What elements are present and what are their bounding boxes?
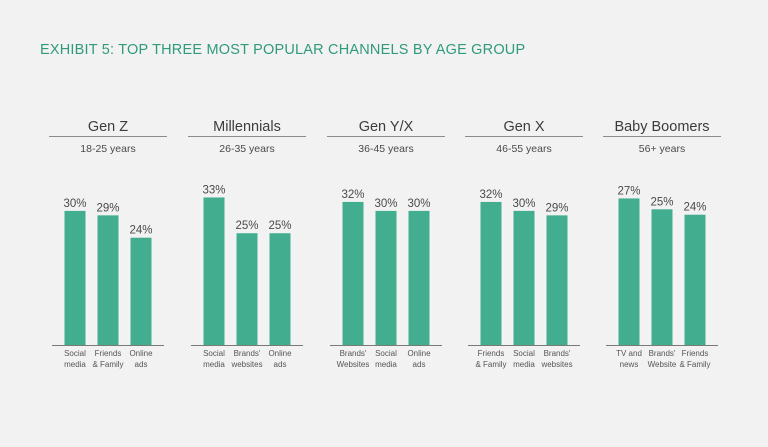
tick-label: Websites bbox=[337, 360, 370, 369]
panel-title: Baby Boomers bbox=[614, 119, 709, 135]
panel-title: Gen X bbox=[503, 119, 544, 135]
bar bbox=[64, 210, 86, 345]
data-label: 24% bbox=[129, 225, 152, 237]
bar bbox=[684, 214, 706, 345]
bar bbox=[546, 215, 568, 345]
tick-label: ads bbox=[135, 360, 148, 369]
tick-label: Online bbox=[407, 349, 431, 358]
data-label: 32% bbox=[479, 189, 502, 201]
panel-title: Gen Y/X bbox=[359, 119, 414, 135]
data-label: 24% bbox=[683, 202, 706, 214]
tick-label: Website bbox=[648, 360, 677, 369]
tick-label: ads bbox=[274, 360, 287, 369]
tick-label: ads bbox=[413, 360, 426, 369]
panel-subtitle: 26-35 years bbox=[219, 143, 274, 155]
tick-label: news bbox=[620, 360, 639, 369]
bar bbox=[480, 201, 502, 345]
tick-label: Friends bbox=[95, 349, 122, 358]
tick-label: media bbox=[375, 360, 397, 369]
data-label: 25% bbox=[268, 220, 291, 232]
tick-label: websites bbox=[540, 360, 572, 369]
tick-label: Brands' bbox=[234, 349, 261, 358]
tick-label: TV and bbox=[616, 349, 642, 358]
panel-subtitle: 18-25 years bbox=[80, 143, 135, 155]
tick-label: Brands' bbox=[340, 349, 367, 358]
tick-label: Brands' bbox=[649, 349, 676, 358]
bar bbox=[375, 210, 397, 345]
panel-subtitle: 36-45 years bbox=[358, 143, 413, 155]
data-label: 25% bbox=[650, 196, 673, 208]
tick-label: Online bbox=[268, 349, 292, 358]
tick-label: Social bbox=[513, 349, 535, 358]
tick-label: Social bbox=[203, 349, 225, 358]
chart-title: EXHIBIT 5: TOP THREE MOST POPULAR CHANNE… bbox=[40, 42, 526, 58]
tick-label: Social bbox=[64, 349, 86, 358]
tick-label: Friends bbox=[682, 349, 709, 358]
tick-label: Social bbox=[375, 349, 397, 358]
bar bbox=[130, 237, 152, 345]
tick-label: & Family bbox=[679, 360, 710, 369]
tick-label: Friends bbox=[478, 349, 505, 358]
data-label: 29% bbox=[545, 202, 568, 214]
data-label: 25% bbox=[235, 220, 258, 232]
panel-title: Gen Z bbox=[88, 119, 128, 135]
data-label: 27% bbox=[617, 185, 640, 197]
tick-label: websites bbox=[230, 360, 262, 369]
bar bbox=[342, 201, 364, 345]
tick-label: media bbox=[203, 360, 225, 369]
data-label: 33% bbox=[202, 184, 225, 196]
tick-label: & Family bbox=[475, 360, 506, 369]
bar bbox=[203, 197, 225, 345]
bar bbox=[408, 210, 430, 345]
data-label: 29% bbox=[96, 202, 119, 214]
data-label: 30% bbox=[512, 198, 535, 210]
panel-subtitle: 46-55 years bbox=[496, 143, 551, 155]
data-label: 30% bbox=[407, 198, 430, 210]
bar bbox=[618, 198, 640, 345]
tick-label: & Family bbox=[92, 360, 123, 369]
data-label: 30% bbox=[374, 198, 397, 210]
tick-label: Brands' bbox=[544, 349, 571, 358]
panel-title: Millennials bbox=[213, 119, 281, 135]
tick-label: media bbox=[64, 360, 86, 369]
bar bbox=[269, 233, 291, 345]
tick-label: Online bbox=[129, 349, 153, 358]
bar bbox=[236, 233, 258, 345]
panel-subtitle: 56+ years bbox=[639, 143, 685, 155]
data-label: 32% bbox=[341, 189, 364, 201]
data-label: 30% bbox=[63, 198, 86, 210]
bar bbox=[651, 209, 673, 345]
bar bbox=[513, 210, 535, 345]
bar bbox=[97, 215, 119, 345]
tick-label: media bbox=[513, 360, 535, 369]
